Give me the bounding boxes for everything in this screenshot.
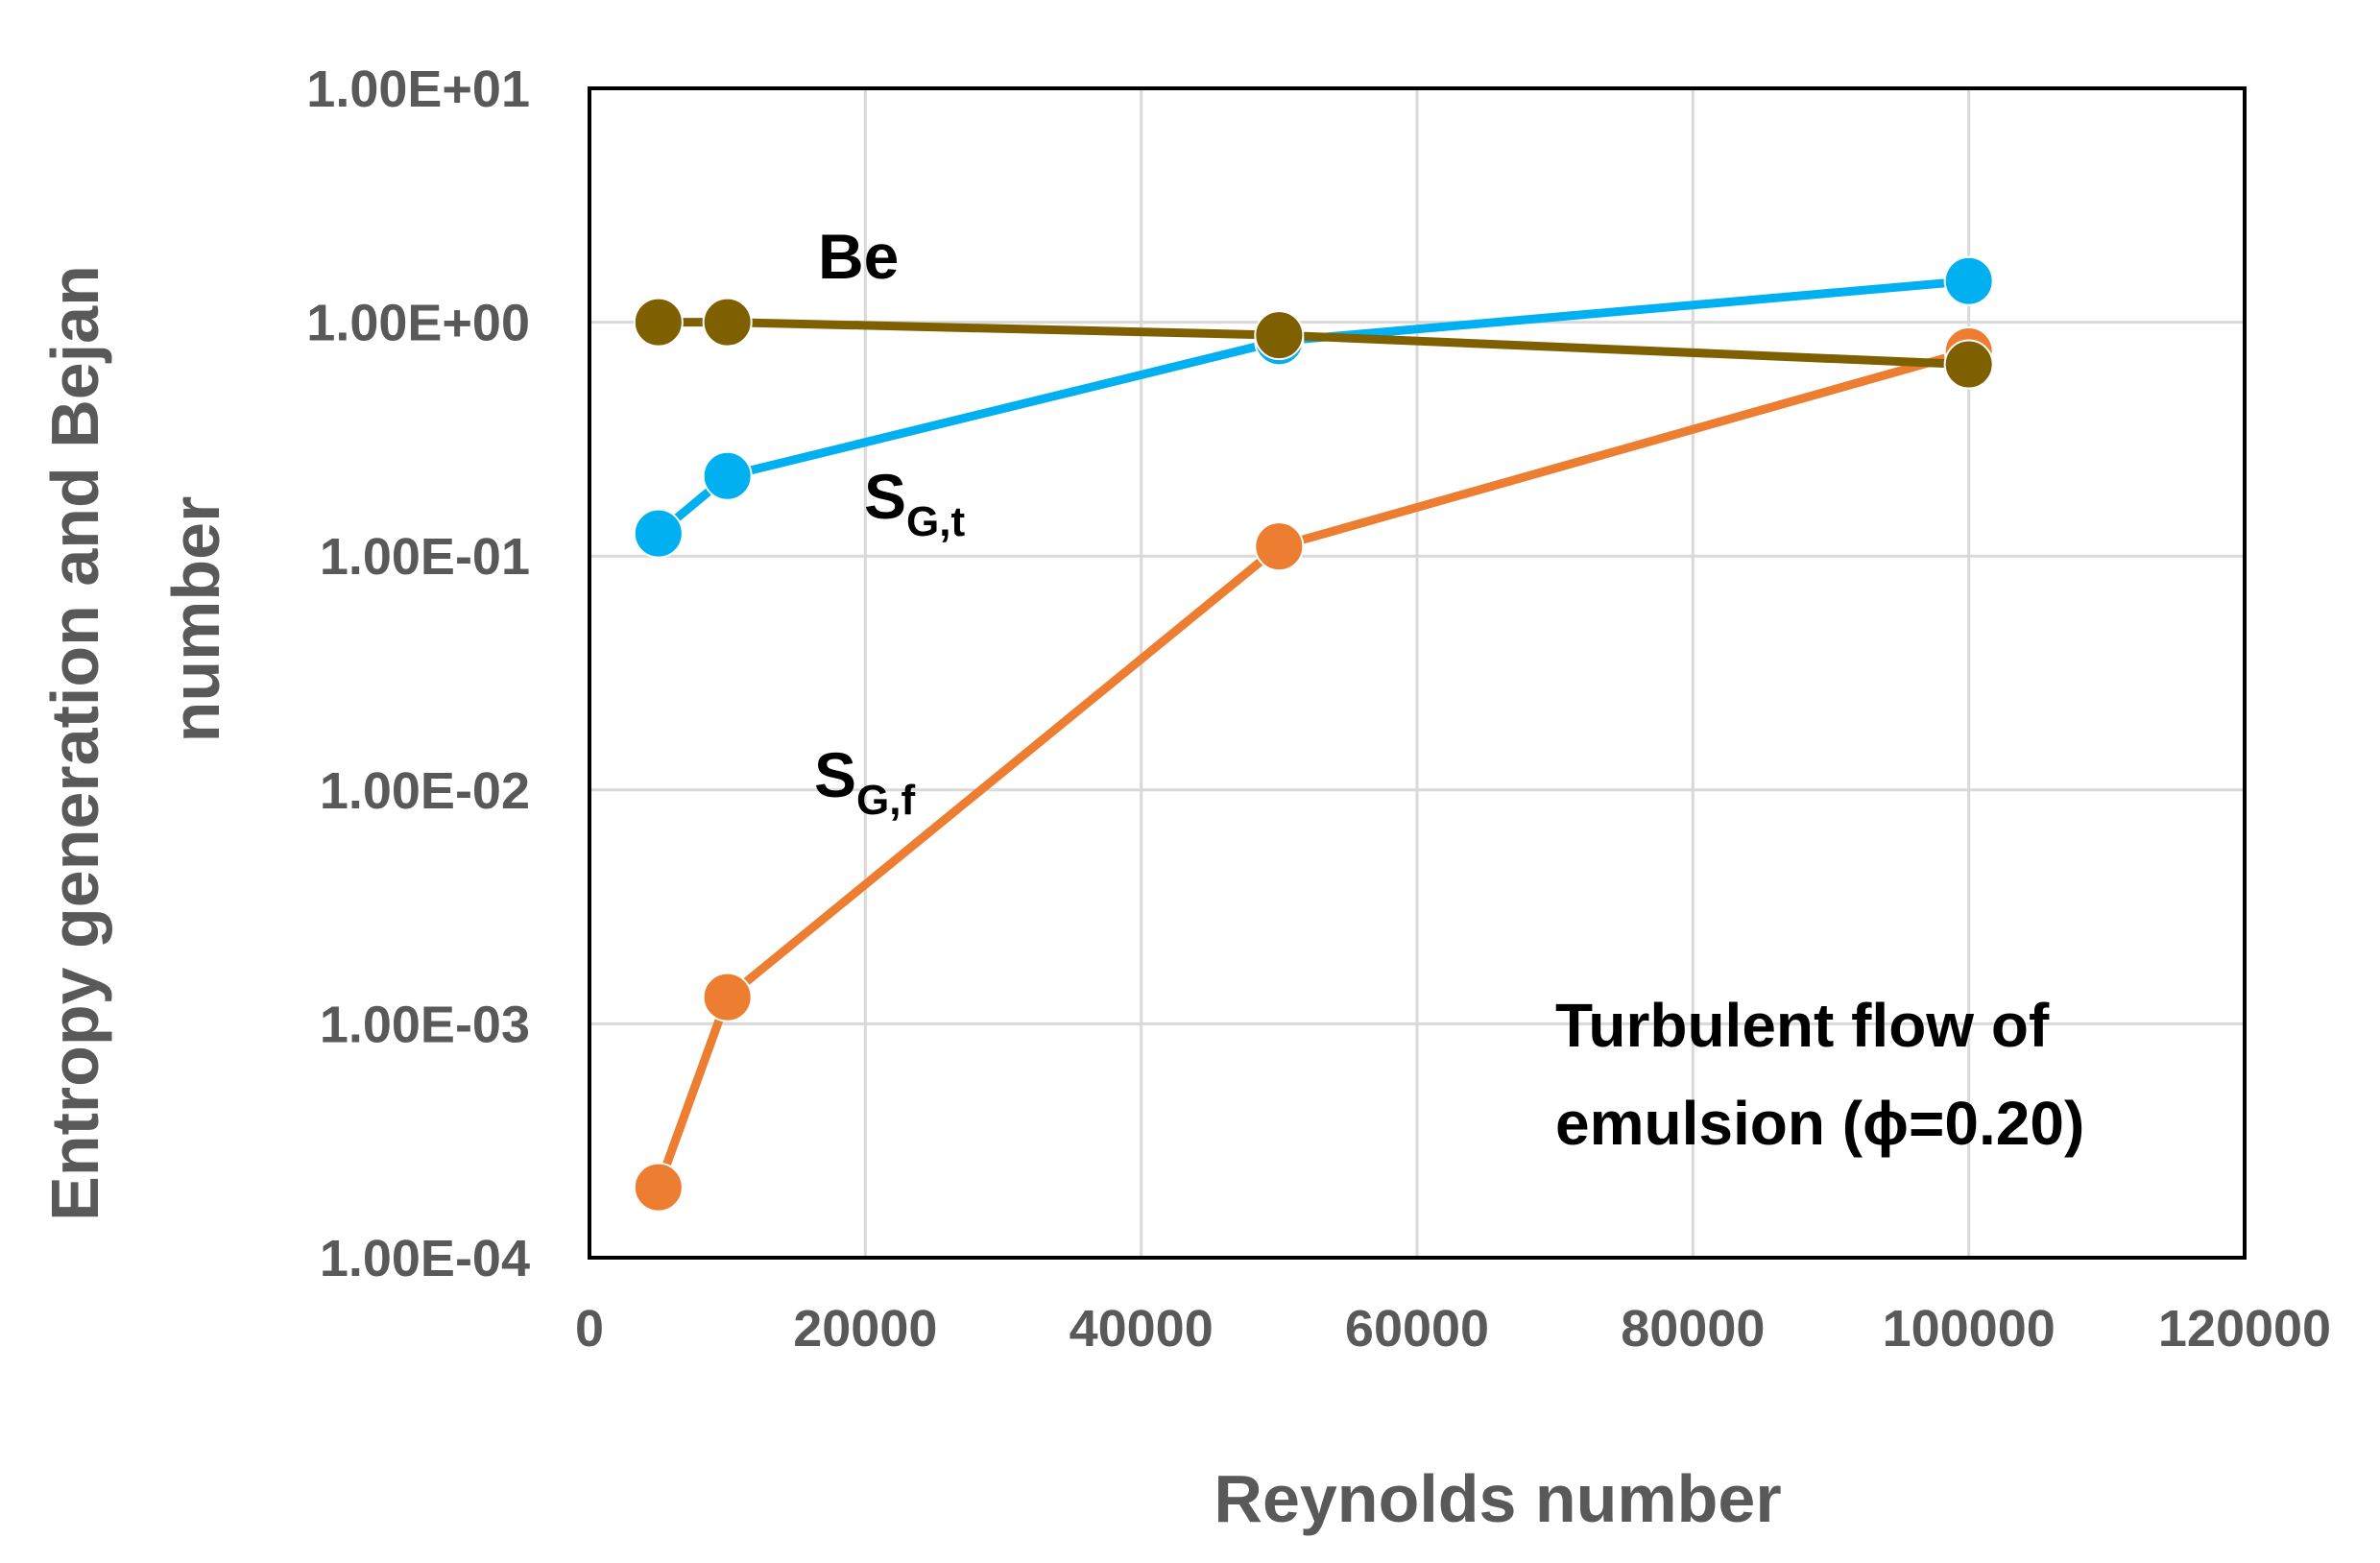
series-label-sgt-main: S (864, 461, 906, 532)
data-point-series-2 (1943, 339, 1994, 390)
x-tick-label: 40000 (1070, 1300, 1214, 1358)
y-tick-labels: 1.00E-04 1.00E-03 1.00E-02 1.00E-01 1.00E+00… (306, 60, 530, 1287)
y-tick-label: 1.00E-04 (320, 1230, 530, 1287)
series-markers (633, 255, 1994, 1213)
data-point-series-1 (1943, 255, 1994, 306)
series-label-sgf: SG,f (814, 739, 915, 824)
x-tick-label: 100000 (1883, 1300, 2055, 1358)
series-label-be: Be (818, 221, 899, 292)
x-tick-label: 0 (575, 1300, 604, 1358)
data-point-series-2 (633, 297, 684, 348)
data-point-series-2 (1254, 310, 1305, 361)
x-tick-label: 120000 (2158, 1300, 2331, 1358)
x-tick-label: 20000 (793, 1300, 937, 1358)
plot-area-border (588, 86, 2247, 1260)
series-label-sgt-sub: G,t (906, 498, 965, 545)
x-tick-label: 80000 (1621, 1300, 1765, 1358)
data-point-series-2 (702, 297, 753, 348)
annotation-line1: Turbulent flow of (1555, 991, 2050, 1060)
y-tick-label: 1.00E-01 (320, 528, 530, 586)
x-axis-title: Reynolds number (1214, 1461, 1781, 1536)
series-line-2 (658, 318, 1969, 370)
series-line-0 (654, 347, 1970, 1190)
y-tick-label: 1.00E+00 (306, 295, 530, 352)
data-point-series-0 (1254, 521, 1305, 572)
series-label-sgf-main: S (814, 739, 856, 810)
x-tick-label: 60000 (1345, 1300, 1489, 1358)
x-tick-labels: 0 20000 40000 60000 80000 100000 120000 (575, 1300, 2331, 1358)
y-axis-title-line2: number (158, 496, 233, 743)
series-label-sgf-sub: G,f (856, 777, 915, 824)
data-point-series-1 (702, 450, 753, 501)
data-point-series-1 (633, 508, 684, 559)
series-lines (654, 277, 1970, 1190)
y-tick-label: 1.00E-02 (320, 762, 530, 820)
data-point-series-0 (702, 972, 753, 1022)
y-axis-title-line1: Entropy generation and Bejan (37, 265, 112, 1221)
series-label-sgt: SG,t (864, 461, 965, 545)
data-point-series-0 (633, 1162, 684, 1213)
y-tick-label: 1.00E-03 (320, 996, 530, 1053)
y-tick-label: 1.00E+01 (306, 60, 530, 118)
series-line-1 (655, 277, 1970, 538)
annotation-line2: emulsion (ϕ=0.20) (1555, 1089, 2084, 1158)
